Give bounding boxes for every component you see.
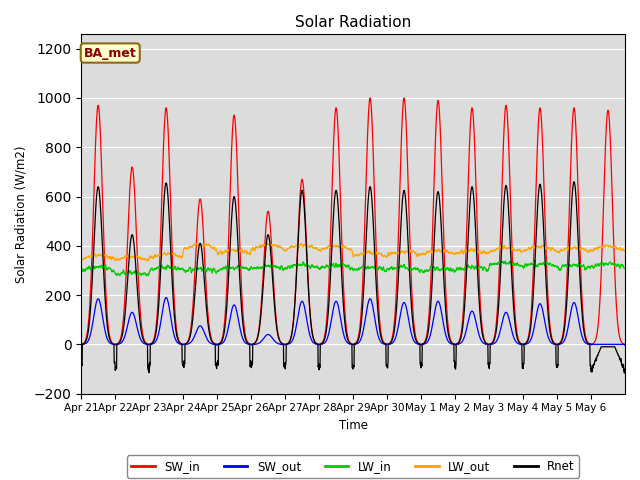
Line: LW_out: LW_out	[81, 243, 625, 261]
LW_in	[77, 265, 85, 271]
Y-axis label: Solar Radiation (W/m2): Solar Radiation (W/m2)	[15, 145, 28, 283]
Rnet	[516, 341, 524, 347]
SW_out	[614, 341, 621, 347]
LW_out	[250, 244, 257, 250]
LW_out	[386, 252, 394, 257]
SW_out	[548, 340, 556, 346]
Line: LW_in: LW_in	[81, 261, 625, 276]
SW_out	[132, 317, 140, 323]
Rnet	[77, 360, 85, 366]
LW_in	[132, 268, 140, 274]
LW_in	[531, 258, 539, 264]
SW_in	[613, 315, 621, 321]
LW_out	[548, 245, 556, 251]
SW_in	[547, 333, 555, 338]
LW_out	[192, 240, 200, 246]
X-axis label: Time: Time	[339, 419, 367, 432]
Line: SW_in: SW_in	[81, 98, 625, 344]
SW_in	[621, 341, 628, 347]
LW_in	[517, 263, 525, 268]
SW_in	[249, 341, 257, 347]
Line: Rnet: Rnet	[81, 182, 625, 373]
SW_out	[621, 342, 628, 348]
LW_out	[77, 256, 85, 262]
Rnet	[385, 341, 393, 347]
LW_out	[112, 258, 120, 264]
LW_out	[132, 253, 140, 259]
LW_in	[548, 263, 556, 269]
SW_in	[386, 340, 394, 346]
LW_in	[143, 273, 150, 279]
Line: SW_out: SW_out	[81, 298, 625, 345]
Legend: SW_in, SW_out, LW_in, LW_out, Rnet: SW_in, SW_out, LW_in, LW_out, Rnet	[127, 455, 579, 478]
SW_out	[386, 341, 394, 347]
SW_out	[163, 295, 170, 300]
LW_in	[249, 266, 257, 272]
Rnet	[613, 350, 621, 356]
SW_in	[366, 95, 374, 101]
LW_in	[386, 265, 394, 271]
SW_in	[132, 207, 140, 213]
SW_out	[249, 341, 257, 347]
Rnet	[132, 259, 140, 264]
LW_out	[614, 246, 621, 252]
LW_out	[517, 249, 525, 255]
SW_out	[77, 342, 85, 348]
LW_out	[621, 248, 628, 254]
Rnet	[621, 370, 628, 376]
SW_in	[517, 340, 525, 346]
Rnet	[249, 341, 257, 347]
Rnet	[570, 179, 578, 185]
Text: BA_met: BA_met	[84, 47, 136, 60]
SW_out	[517, 341, 525, 347]
LW_in	[621, 266, 628, 272]
SW_in	[77, 341, 85, 347]
LW_in	[614, 262, 621, 267]
Rnet	[547, 335, 555, 340]
Title: Solar Radiation: Solar Radiation	[295, 15, 412, 30]
SW_out	[451, 342, 459, 348]
